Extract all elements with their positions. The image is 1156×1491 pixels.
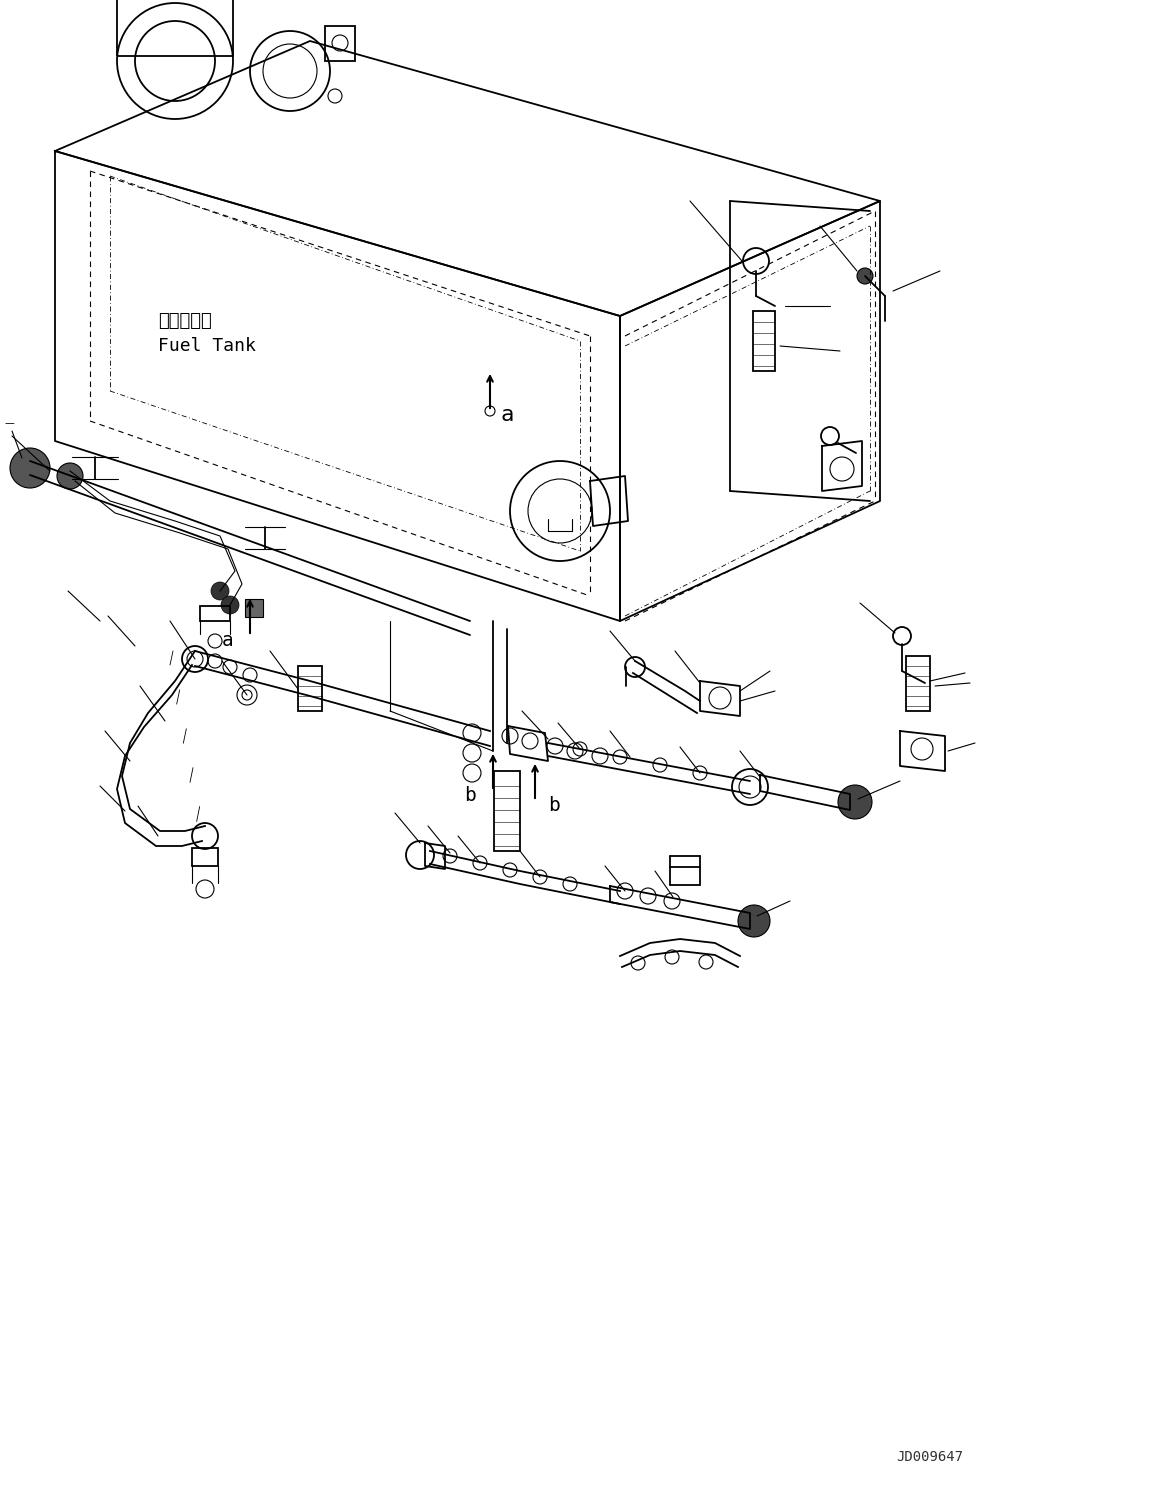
Bar xyxy=(200,605,230,620)
Text: a: a xyxy=(222,631,234,650)
Bar xyxy=(298,666,323,711)
Text: Fuel Tank: Fuel Tank xyxy=(158,337,255,355)
Bar xyxy=(117,0,234,57)
Circle shape xyxy=(221,596,239,614)
Circle shape xyxy=(857,268,873,283)
Bar xyxy=(245,599,264,617)
Circle shape xyxy=(57,464,83,489)
Text: b: b xyxy=(464,786,476,805)
Bar xyxy=(494,771,520,851)
Circle shape xyxy=(738,905,770,936)
Text: —: — xyxy=(5,417,15,428)
Circle shape xyxy=(212,581,229,599)
Bar xyxy=(325,25,355,61)
Circle shape xyxy=(10,447,50,488)
Bar xyxy=(192,848,218,866)
Bar xyxy=(670,866,701,886)
Text: b: b xyxy=(548,796,560,816)
Text: 燃料タンク: 燃料タンク xyxy=(158,312,212,330)
Text: a: a xyxy=(501,406,513,425)
Bar xyxy=(906,656,929,711)
Circle shape xyxy=(838,784,872,819)
Text: JD009647: JD009647 xyxy=(897,1451,963,1464)
Bar xyxy=(753,312,775,371)
